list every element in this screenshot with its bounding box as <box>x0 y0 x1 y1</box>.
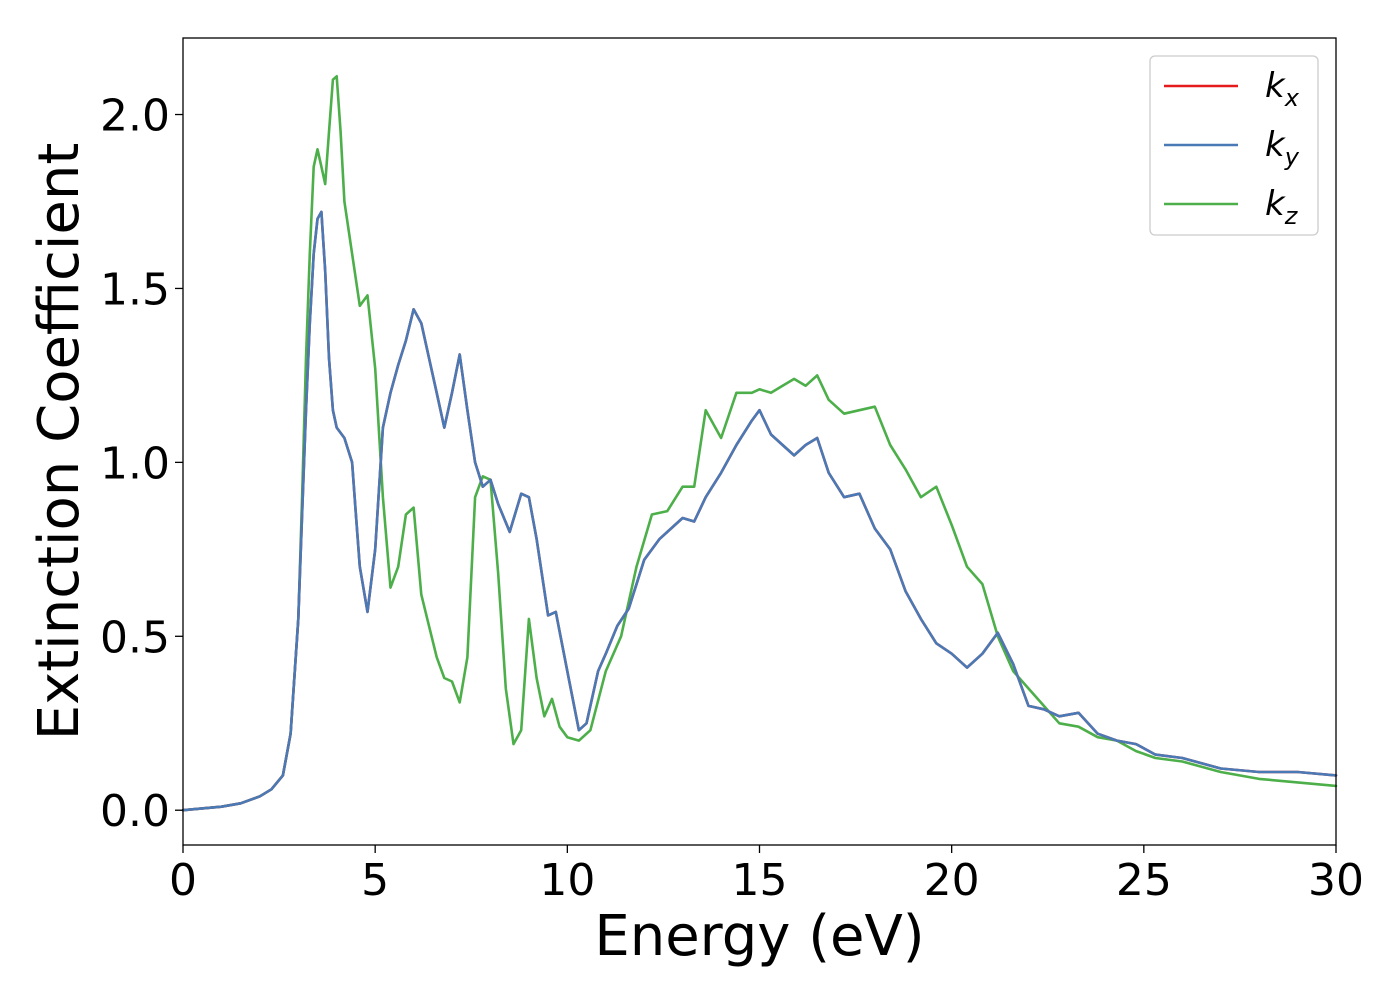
x-axis: 0 5 10 15 20 25 30 <box>169 845 1364 906</box>
series-line-z <box>181 75 1338 812</box>
x-tick-label: 10 <box>539 855 595 906</box>
x-tick-label: 30 <box>1308 855 1364 906</box>
y-tick-label: 1.5 <box>100 264 170 315</box>
legend: kx ky kz <box>1149 55 1319 236</box>
x-tick-label: 0 <box>169 855 197 906</box>
y-tick-label: 0.0 <box>100 786 170 837</box>
y-tick-label: 0.5 <box>100 612 170 663</box>
legend-label-z: kz <box>1265 184 1299 230</box>
x-tick-label: 25 <box>1116 855 1172 906</box>
series-layer <box>181 75 1338 812</box>
y-tick-label: 2.0 <box>100 91 170 142</box>
x-tick-label: 5 <box>361 855 389 906</box>
y-axis-title: Extinction Coefficient <box>27 143 92 741</box>
y-axis: 0.0 0.5 1.0 1.5 2.0 <box>100 91 183 837</box>
series-line-y <box>181 210 1338 812</box>
legend-label-y: ky <box>1265 125 1300 171</box>
y-tick-label: 1.0 <box>100 438 170 489</box>
legend-label-x: kx <box>1265 66 1300 112</box>
x-axis-title: Energy (eV) <box>594 904 924 969</box>
x-tick-label: 15 <box>732 855 788 906</box>
x-tick-label: 20 <box>924 855 980 906</box>
